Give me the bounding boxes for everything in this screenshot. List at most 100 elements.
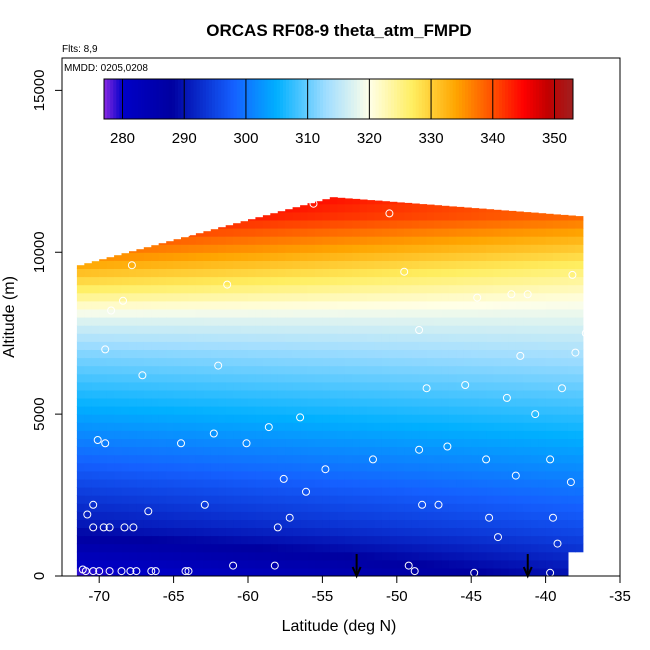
heatmap-cell: [270, 503, 279, 512]
heatmap-cell: [300, 559, 309, 569]
sample-point: [119, 296, 127, 305]
heatmap-cell: [143, 260, 152, 269]
heatmap-cell: [188, 559, 197, 569]
heatmap-cell: [76, 535, 85, 545]
heatmap-cell: [210, 430, 219, 439]
heatmap-cell: [359, 228, 368, 237]
heatmap-cell: [404, 503, 413, 512]
heatmap-cell: [143, 397, 152, 407]
heatmap-cell: [91, 333, 100, 342]
heatmap-cell: [352, 349, 361, 359]
heatmap-cell: [501, 365, 509, 375]
heatmap-cell: [396, 543, 405, 553]
heatmap-cell: [567, 325, 576, 334]
heatmap-cell: [218, 527, 227, 537]
heatmap-cell: [545, 559, 554, 569]
heatmap-cell: [248, 317, 256, 326]
heatmap-cell: [76, 389, 85, 399]
sample-point: [404, 561, 413, 570]
heatmap-cell: [441, 559, 450, 569]
heatmap-cell: [173, 430, 182, 439]
heatmap-cell: [463, 236, 472, 245]
heatmap-cell: [419, 308, 428, 318]
heatmap-cell: [545, 438, 554, 448]
heatmap-cell: [151, 454, 160, 464]
colorbar-segment: [387, 79, 392, 119]
heatmap-cell: [575, 260, 584, 269]
heatmap-cell: [307, 325, 316, 334]
heatmap-cell: [486, 349, 495, 359]
heatmap-cell: [136, 325, 145, 334]
heatmap-cell: [181, 543, 189, 553]
heatmap-cell: [129, 325, 137, 334]
heatmap-cell: [567, 341, 576, 350]
heatmap-cell: [381, 252, 390, 261]
heatmap-cell: [367, 203, 375, 213]
heatmap-cell: [151, 567, 160, 576]
heatmap-cell: [560, 495, 569, 504]
heatmap-cell: [218, 276, 227, 286]
sample-point: [616, 164, 620, 173]
heatmap-cell: [240, 317, 249, 326]
heatmap-cell: [195, 244, 204, 253]
heatmap-cell: [233, 292, 242, 302]
heatmap-cell: [270, 567, 279, 576]
heatmap-cell: [91, 559, 100, 569]
heatmap-cell: [270, 260, 279, 269]
heatmap-cell: [292, 478, 301, 488]
heatmap-cell: [381, 349, 390, 359]
heatmap-cell: [76, 559, 85, 569]
heatmap-cell: [277, 211, 286, 213]
sample-point: [507, 290, 516, 299]
heatmap-cell: [381, 446, 390, 456]
heatmap-cell: [322, 317, 331, 326]
heatmap-cell: [195, 236, 204, 245]
heatmap-cell: [352, 268, 361, 278]
heatmap-cell: [233, 284, 242, 294]
heatmap-cell: [523, 527, 532, 537]
heatmap-cell: [195, 527, 204, 537]
heatmap-cell: [448, 300, 457, 310]
heatmap-cell: [188, 373, 197, 383]
heatmap-cell: [307, 446, 316, 456]
heatmap-cell: [315, 422, 323, 431]
heatmap-cell: [99, 349, 108, 359]
heatmap-cell: [486, 559, 495, 569]
heatmap-cell: [277, 365, 286, 375]
heatmap-cell: [553, 495, 561, 504]
heatmap-cell: [411, 244, 420, 253]
heatmap-cell: [337, 292, 346, 302]
heatmap-cell: [448, 495, 457, 504]
heatmap-cell: [262, 446, 271, 456]
heatmap-cell: [367, 373, 375, 383]
colorbar-segment: [141, 79, 145, 119]
heatmap-cell: [456, 349, 465, 359]
heatmap-cell: [530, 389, 539, 399]
heatmap-cell: [188, 260, 197, 269]
heatmap-cell: [225, 381, 234, 391]
heatmap-cell: [300, 292, 309, 302]
heatmap-cell: [322, 519, 331, 528]
heatmap-cell: [218, 389, 227, 399]
heatmap-cell: [143, 519, 152, 528]
heatmap-cell: [76, 422, 85, 431]
heatmap-cell: [322, 308, 331, 318]
heatmap-cell: [262, 414, 271, 423]
heatmap-cell: [143, 438, 152, 448]
heatmap-cell: [471, 325, 480, 334]
heatmap-cell: [285, 503, 294, 512]
heatmap-cell: [285, 365, 294, 375]
colorbar-segment: [119, 79, 123, 119]
heatmap-cell: [337, 203, 346, 213]
heatmap-cell: [106, 527, 115, 537]
heatmap-cell: [329, 406, 338, 415]
heatmap-cell: [508, 487, 517, 496]
heatmap-cell: [463, 219, 472, 229]
heatmap-cell: [426, 325, 435, 334]
heatmap-cell: [233, 454, 242, 464]
heatmap-cell: [195, 381, 204, 391]
heatmap-cell: [195, 349, 204, 359]
heatmap-cell: [203, 325, 212, 334]
heatmap-cell: [210, 503, 219, 512]
heatmap-cell: [262, 268, 271, 278]
